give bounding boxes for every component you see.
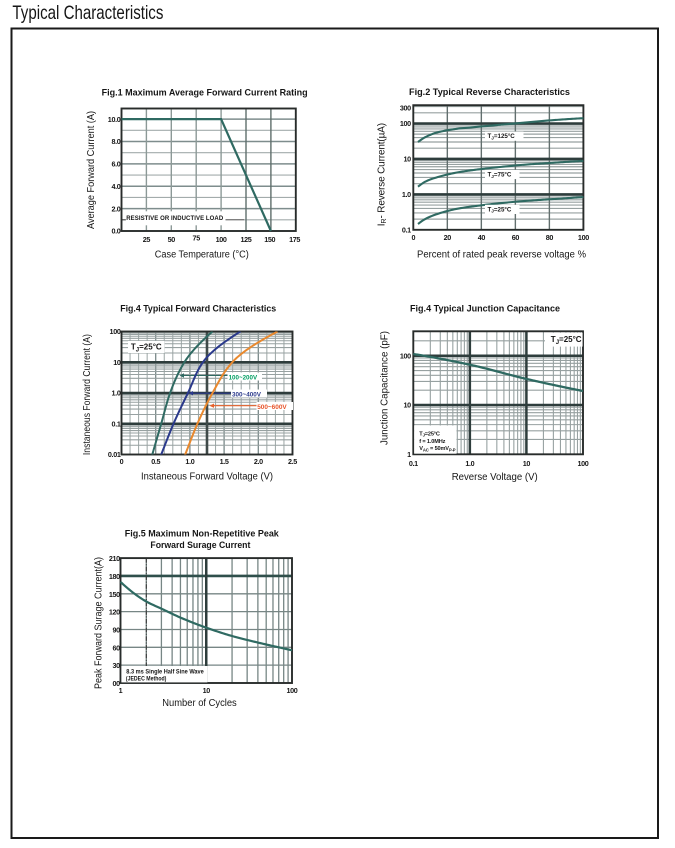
svg-text:210: 210: [109, 554, 120, 563]
svg-text:0.1: 0.1: [409, 459, 418, 468]
svg-text:30: 30: [113, 661, 121, 670]
svg-text:1.0: 1.0: [402, 190, 411, 199]
svg-text:10: 10: [203, 686, 211, 695]
svg-text:175: 175: [289, 235, 300, 244]
svg-text:Instaneous Forward Voltage (V): Instaneous Forward Voltage (V): [141, 472, 273, 483]
svg-text:150: 150: [264, 235, 275, 244]
svg-text:80: 80: [546, 233, 554, 242]
svg-text:0: 0: [120, 457, 124, 466]
svg-text:10: 10: [523, 459, 531, 468]
svg-text:0.01: 0.01: [108, 450, 121, 459]
svg-text:10: 10: [113, 358, 121, 367]
svg-text:120: 120: [109, 608, 120, 617]
svg-text:f = 1.0MHz: f = 1.0MHz: [419, 439, 445, 445]
svg-text:8.3 ms Single Half Sine Wave: 8.3 ms Single Half Sine Wave: [126, 668, 204, 675]
svg-text:4.0: 4.0: [111, 182, 120, 191]
svg-text:300: 300: [400, 104, 411, 113]
svg-text:75: 75: [193, 233, 201, 242]
svg-text:00: 00: [113, 679, 121, 688]
svg-text:RESISTIVE OR INDUCTIVE LOAD: RESISTIVE OR INDUCTIVE LOAD: [126, 216, 224, 222]
svg-text:Fig.4 Typical Forward Charact: Fig.4 Typical Forward Characteristics: [120, 303, 276, 313]
svg-text:100~200V: 100~200V: [229, 374, 258, 381]
svg-text:Reverse Voltage (V): Reverse Voltage (V): [452, 472, 538, 483]
svg-text:TJ=125°C: TJ=125°C: [488, 133, 516, 140]
svg-text:0.0: 0.0: [111, 227, 120, 236]
svg-text:1.0: 1.0: [465, 459, 474, 468]
svg-text:100: 100: [400, 351, 411, 360]
svg-text:20: 20: [444, 233, 452, 242]
svg-text:Average Forward Current (A): Average Forward Current (A): [86, 111, 97, 229]
svg-text:1.0: 1.0: [185, 457, 194, 466]
svg-text:VAC = 50mVP-P: VAC = 50mVP-P: [419, 446, 455, 452]
svg-text:6.0: 6.0: [111, 160, 120, 169]
svg-text:40: 40: [478, 233, 486, 242]
svg-text:2.5: 2.5: [288, 457, 297, 466]
svg-text:100: 100: [577, 459, 588, 468]
svg-text:0.1: 0.1: [112, 419, 121, 428]
svg-text:60: 60: [113, 643, 121, 652]
svg-text:25: 25: [143, 235, 151, 244]
svg-text:TJ=25°C: TJ=25°C: [131, 343, 162, 354]
svg-text:1: 1: [407, 450, 411, 459]
svg-text:Fig.1 Maximum Average Forward: Fig.1 Maximum Average Forward Current Ra…: [102, 87, 308, 97]
svg-text:10: 10: [404, 401, 412, 410]
svg-text:(JEDEC Method): (JEDEC Method): [126, 675, 166, 682]
svg-text:8.0: 8.0: [111, 137, 120, 146]
svg-text:Number of Cycles: Number of Cycles: [162, 698, 237, 709]
svg-text:2.0: 2.0: [254, 457, 263, 466]
svg-text:10: 10: [404, 155, 412, 164]
svg-text:Percent of rated peak reverse: Percent of rated peak reverse voltage %: [417, 250, 586, 261]
svg-text:TJ=25°C: TJ=25°C: [551, 335, 582, 346]
svg-text:1.0: 1.0: [112, 389, 121, 398]
svg-text:90: 90: [113, 625, 121, 634]
svg-text:50: 50: [168, 235, 176, 244]
svg-text:Fig.5 Maximum Non-Repetitive: Fig.5 Maximum Non-Repetitive Peak: [125, 528, 280, 538]
svg-text:TJ=25°C: TJ=25°C: [488, 206, 512, 213]
svg-text:500~600V: 500~600V: [257, 404, 287, 411]
svg-text:0.1: 0.1: [402, 226, 411, 235]
svg-text:125: 125: [241, 235, 252, 244]
svg-text:Case Temperature (°C): Case Temperature (°C): [155, 249, 249, 260]
svg-text:1: 1: [119, 686, 123, 695]
svg-text:150: 150: [109, 590, 120, 599]
svg-text:Fig.4 Typical Junction Capaci: Fig.4 Typical Junction Capacitance: [410, 303, 560, 313]
svg-text:Junction Capacitance (pF): Junction Capacitance (pF): [379, 331, 390, 445]
svg-text:0.5: 0.5: [151, 457, 160, 466]
svg-text:Typical Characteristics: Typical Characteristics: [12, 2, 163, 24]
svg-text:100: 100: [400, 119, 411, 128]
svg-text:1.5: 1.5: [220, 457, 229, 466]
svg-text:Peak Forward Surage Current(A): Peak Forward Surage Current(A): [93, 557, 104, 689]
svg-text:IR- Reverse Current(µA): IR- Reverse Current(µA): [376, 123, 388, 226]
svg-text:300~400V: 300~400V: [232, 391, 262, 398]
svg-text:60: 60: [512, 233, 520, 242]
svg-text:TJ=25°C: TJ=25°C: [419, 431, 440, 437]
svg-text:Instaneous Forward Current (A): Instaneous Forward Current (A): [82, 334, 93, 455]
svg-text:180: 180: [109, 572, 120, 581]
svg-text:Forward Surage Current: Forward Surage Current: [150, 540, 250, 550]
svg-text:0: 0: [411, 233, 415, 242]
svg-text:100: 100: [578, 233, 589, 242]
svg-text:2.0: 2.0: [111, 204, 120, 213]
svg-text:10.0: 10.0: [108, 115, 121, 124]
svg-text:100: 100: [216, 235, 227, 244]
svg-text:Fig.2 Typical Reverse Charact: Fig.2 Typical Reverse Characteristics: [409, 87, 570, 97]
svg-text:100: 100: [110, 327, 121, 336]
svg-text:100: 100: [287, 686, 298, 695]
svg-text:TJ=75°C: TJ=75°C: [488, 171, 512, 178]
